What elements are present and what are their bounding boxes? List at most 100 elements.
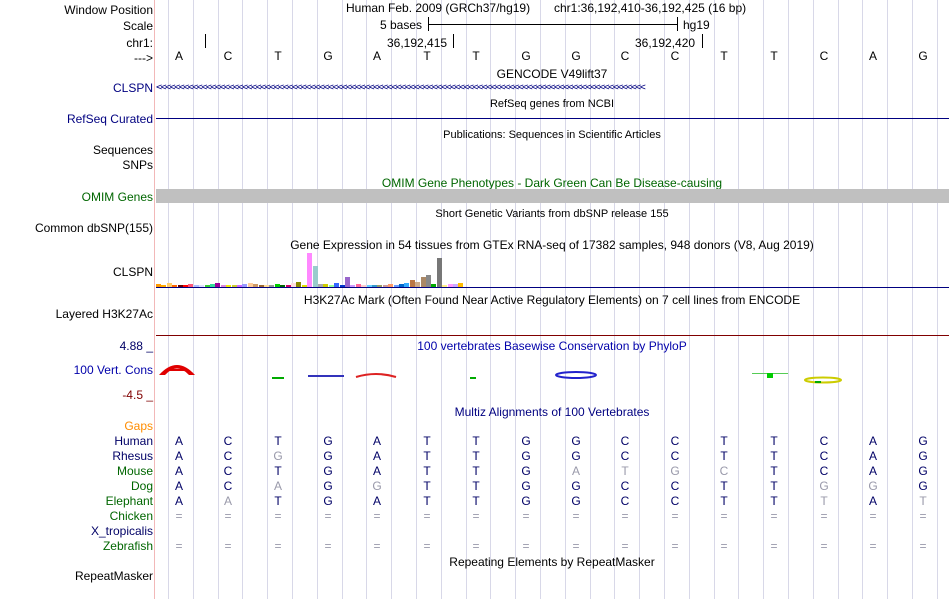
- gtex-tissue-bar[interactable]: [458, 283, 463, 287]
- species-label[interactable]: Rhesus: [112, 449, 153, 463]
- phylop-glyph-t3-stem: [767, 373, 773, 378]
- gtex-tissue-bar[interactable]: [442, 285, 447, 287]
- gtex-tissue-bar[interactable]: [404, 283, 409, 287]
- gtex-tissue-bar[interactable]: [269, 285, 274, 287]
- gtex-tissue-bar[interactable]: [361, 285, 366, 287]
- alignment-base: =: [720, 539, 728, 553]
- gtex-tissue-bar[interactable]: [215, 283, 220, 287]
- gencode-gene-label[interactable]: CLSPN: [112, 81, 153, 95]
- alignment-base: G: [273, 449, 283, 463]
- gtex-tissue-bar[interactable]: [415, 282, 420, 287]
- species-label[interactable]: Mouse: [116, 464, 153, 478]
- gtex-tissue-bar[interactable]: [313, 266, 318, 287]
- grid-line: [664, 0, 665, 599]
- gtex-tissue-bar[interactable]: [377, 285, 382, 287]
- gtex-tissue-bar[interactable]: [388, 284, 393, 287]
- scale-db-text: hg19: [683, 18, 710, 32]
- phylop-label[interactable]: 100 Vert. Cons: [73, 363, 153, 377]
- alignment-base: G: [571, 494, 581, 508]
- gtex-tissue-bar[interactable]: [237, 285, 242, 287]
- alignment-base: T: [423, 494, 431, 508]
- grid-line: [242, 0, 243, 599]
- publications-snps-label[interactable]: SNPs: [122, 158, 153, 172]
- gtex-tissue-bar[interactable]: [275, 284, 280, 287]
- gtex-tissue-bar[interactable]: [264, 285, 269, 287]
- species-label[interactable]: X_tropicalis: [90, 524, 153, 538]
- dbsnp-label[interactable]: Common dbSNP(155): [34, 221, 153, 235]
- gtex-tissue-bar[interactable]: [350, 285, 355, 287]
- gtex-tissue-bar[interactable]: [329, 285, 334, 287]
- gtex-tissue-bar[interactable]: [394, 285, 399, 287]
- grid-line: [639, 0, 640, 599]
- refseq-label[interactable]: RefSeq Curated: [66, 112, 153, 126]
- gtex-tissue-bar[interactable]: [383, 285, 388, 287]
- gtex-tissue-bar[interactable]: [334, 283, 339, 287]
- gtex-tissue-bar[interactable]: [318, 284, 323, 287]
- gtex-tissue-bar[interactable]: [156, 284, 161, 287]
- gtex-tissue-bar[interactable]: [248, 283, 253, 287]
- gtex-tissue-bar[interactable]: [280, 285, 285, 287]
- gtex-tissue-bar[interactable]: [259, 285, 264, 287]
- alignment-base: =: [423, 509, 431, 523]
- gtex-tissue-bar[interactable]: [410, 280, 415, 287]
- gtex-tissue-bar[interactable]: [367, 285, 372, 287]
- refseq-gene-line[interactable]: [156, 118, 949, 119]
- gtex-label[interactable]: CLSPN: [112, 265, 153, 279]
- gtex-tissue-bar[interactable]: [194, 285, 199, 287]
- gtex-tissue-bar[interactable]: [199, 285, 204, 287]
- species-label[interactable]: Elephant: [105, 494, 153, 508]
- gtex-tissue-bar[interactable]: [421, 277, 426, 287]
- multiz-gaps-label[interactable]: Gaps: [124, 419, 153, 433]
- species-label[interactable]: Human: [114, 434, 153, 448]
- gtex-tissue-bar[interactable]: [291, 283, 296, 287]
- gtex-tissue-bar[interactable]: [221, 285, 226, 287]
- gtex-tissue-bar[interactable]: [183, 285, 188, 287]
- gtex-tissue-bar[interactable]: [426, 275, 431, 287]
- gtex-tissue-bar[interactable]: [296, 282, 301, 287]
- gtex-tissue-bar[interactable]: [323, 284, 328, 287]
- gtex-bar-chart[interactable]: [156, 251, 949, 288]
- alignment-base: C: [223, 464, 233, 478]
- omim-gene-bar[interactable]: [156, 189, 949, 203]
- grid-line: [565, 0, 566, 599]
- gtex-tissue-bar[interactable]: [226, 285, 231, 287]
- gtex-tissue-bar[interactable]: [205, 285, 210, 287]
- gtex-tissue-bar[interactable]: [399, 284, 404, 287]
- gtex-tissue-bar[interactable]: [161, 285, 166, 287]
- gtex-tissue-bar[interactable]: [448, 284, 453, 287]
- gencode-gene-strand[interactable]: <<<<<<<<<<<<<<<<<<<<<<<<<<<<<<<<<<<<<<<<…: [156, 82, 646, 93]
- gtex-tissue-bar[interactable]: [178, 285, 183, 287]
- gtex-tissue-bar[interactable]: [232, 285, 237, 287]
- alignment-base: C: [223, 449, 233, 463]
- alignment-base: A: [372, 464, 381, 478]
- gtex-tissue-bar[interactable]: [242, 284, 247, 287]
- gtex-tissue-bar[interactable]: [172, 285, 177, 287]
- alignment-base: =: [472, 539, 480, 553]
- gtex-tissue-bar[interactable]: [356, 284, 361, 287]
- species-label[interactable]: Zebrafish: [102, 539, 153, 553]
- omim-label[interactable]: OMIM Genes: [81, 190, 153, 204]
- gtex-tissue-bar[interactable]: [210, 284, 215, 287]
- repeatmasker-label[interactable]: RepeatMasker: [74, 569, 153, 583]
- gtex-tissue-bar[interactable]: [167, 283, 172, 287]
- gtex-tissue-bar[interactable]: [453, 284, 458, 287]
- gtex-tissue-bar[interactable]: [345, 277, 350, 287]
- publications-sequences-label[interactable]: Sequences: [92, 143, 153, 157]
- alignment-base: =: [770, 509, 778, 523]
- alignment-base: T: [919, 494, 927, 508]
- gtex-tissue-bar[interactable]: [286, 285, 291, 287]
- gtex-tissue-bar[interactable]: [372, 285, 377, 287]
- alignment-base: C: [819, 449, 829, 463]
- phylop-glyph-c: [555, 371, 597, 379]
- gtex-tissue-bar[interactable]: [340, 285, 345, 287]
- h3k27ac-label[interactable]: Layered H3K27Ac: [55, 307, 153, 321]
- gtex-tissue-bar[interactable]: [188, 284, 193, 287]
- gtex-tissue-bar[interactable]: [431, 284, 436, 287]
- species-label[interactable]: Chicken: [109, 509, 153, 523]
- gtex-tissue-bar[interactable]: [302, 285, 307, 287]
- gtex-tissue-bar[interactable]: [437, 258, 442, 287]
- species-label[interactable]: Dog: [130, 479, 153, 493]
- gtex-tissue-bar[interactable]: [307, 253, 312, 287]
- gtex-tissue-bar[interactable]: [253, 284, 258, 287]
